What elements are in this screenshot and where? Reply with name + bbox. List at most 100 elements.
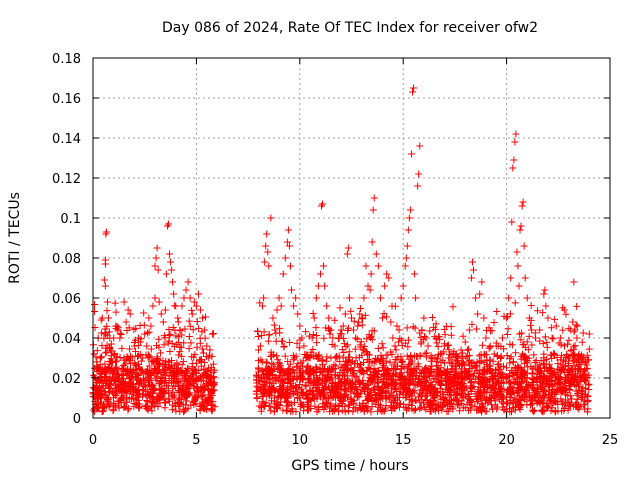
data-point — [472, 362, 480, 370]
data-point — [384, 351, 392, 359]
data-point — [552, 322, 560, 330]
data-point — [188, 371, 196, 379]
data-point — [180, 339, 188, 347]
data-point — [209, 329, 217, 337]
data-point — [154, 366, 162, 374]
data-point — [184, 365, 192, 373]
data-point — [440, 326, 448, 334]
data-point — [124, 306, 132, 314]
data-point — [277, 393, 285, 401]
data-point — [154, 266, 162, 274]
data-point — [369, 206, 377, 214]
data-point — [90, 406, 98, 414]
data-point — [557, 351, 565, 359]
data-point — [192, 369, 200, 377]
y-tick-label: 0.16 — [52, 92, 81, 107]
data-point — [578, 338, 586, 346]
data-point — [93, 404, 101, 412]
data-point — [503, 314, 511, 322]
data-point — [279, 270, 287, 278]
data-point — [152, 397, 160, 405]
data-point — [144, 406, 152, 414]
data-point — [479, 367, 487, 375]
data-point — [467, 359, 475, 367]
data-point — [327, 354, 335, 362]
data-point — [389, 392, 397, 400]
data-point — [446, 403, 454, 411]
data-point — [166, 330, 174, 338]
data-point — [321, 392, 329, 400]
data-point — [318, 388, 326, 396]
data-point — [567, 399, 575, 407]
data-point — [585, 385, 593, 393]
data-point — [476, 290, 484, 298]
data-point — [390, 360, 398, 368]
data-point — [286, 338, 294, 346]
data-point — [124, 406, 132, 414]
data-point — [341, 310, 349, 318]
data-point — [145, 314, 153, 322]
data-point — [178, 389, 186, 397]
data-point — [137, 338, 145, 346]
data-point — [333, 354, 341, 362]
data-point — [339, 354, 347, 362]
data-point — [101, 403, 109, 411]
data-point — [393, 362, 401, 370]
data-point — [277, 362, 285, 370]
data-point — [159, 318, 167, 326]
data-point — [422, 406, 430, 414]
data-point — [523, 294, 531, 302]
data-point — [374, 344, 382, 352]
data-point — [561, 342, 569, 350]
data-point — [130, 325, 138, 333]
data-point — [519, 198, 527, 206]
data-point — [113, 390, 121, 398]
data-point — [447, 387, 455, 395]
data-point — [540, 360, 548, 368]
data-point — [523, 369, 531, 377]
data-point — [175, 400, 183, 408]
data-point — [294, 310, 302, 318]
data-point — [403, 406, 411, 414]
data-point — [362, 403, 370, 411]
data-point — [521, 393, 529, 401]
data-point — [450, 347, 458, 355]
data-point — [441, 393, 449, 401]
data-point — [193, 343, 201, 351]
data-point — [385, 380, 393, 388]
data-point — [479, 341, 487, 349]
data-point — [581, 397, 589, 405]
data-point — [408, 392, 416, 400]
data-points — [89, 84, 593, 416]
data-point — [276, 383, 284, 391]
data-point — [562, 396, 570, 404]
y-tick-label: 0.12 — [52, 172, 81, 187]
data-point — [336, 386, 344, 394]
data-point — [175, 351, 183, 359]
data-point — [197, 376, 205, 384]
data-point — [520, 369, 528, 377]
data-point — [316, 270, 324, 278]
x-tick-label: 5 — [192, 433, 200, 448]
data-point — [325, 383, 333, 391]
data-point — [573, 322, 581, 330]
data-point — [170, 290, 178, 298]
data-point — [178, 352, 186, 360]
data-point — [567, 365, 575, 373]
data-point — [265, 262, 273, 270]
data-point — [496, 371, 504, 379]
data-point — [154, 355, 162, 363]
data-point — [379, 314, 387, 322]
data-point — [482, 380, 490, 388]
data-point — [388, 365, 396, 373]
data-point — [514, 388, 522, 396]
data-point — [416, 405, 424, 413]
data-point — [331, 405, 339, 413]
data-point — [172, 407, 180, 415]
data-point — [453, 391, 461, 399]
data-point — [114, 326, 122, 334]
data-point — [371, 379, 379, 387]
data-point — [570, 278, 578, 286]
data-point — [147, 345, 155, 353]
data-point — [95, 378, 103, 386]
